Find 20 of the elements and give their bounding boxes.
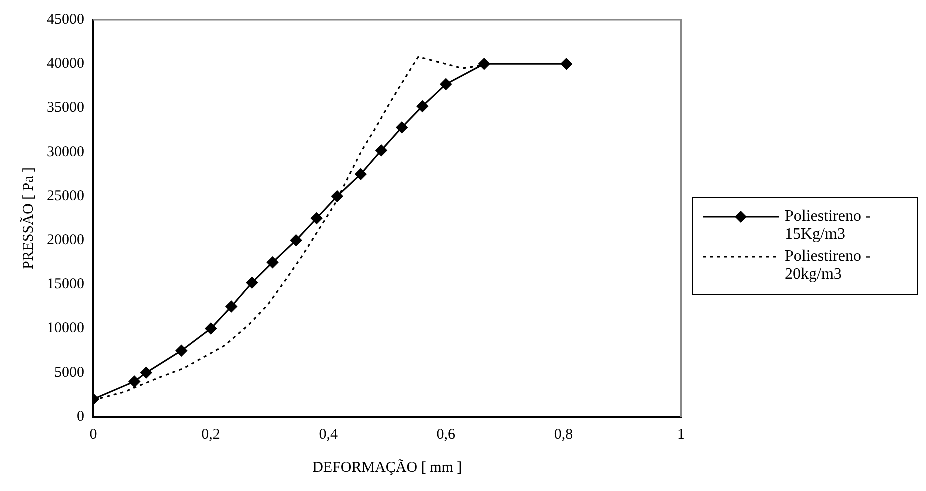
x-tick-label: 1 [678,426,685,443]
x-tick-label: 0,2 [202,426,220,443]
y-tick-label: 30000 [47,144,84,160]
x-axis-title: DEFORMAÇÃO [ mm ] [312,458,462,476]
x-tick-label: 0 [90,426,98,443]
y-tick-label: 10000 [47,320,84,337]
y-tick-label: 25000 [47,188,84,204]
y-tick-label: 35000 [47,100,84,116]
y-tick-label: 45000 [47,12,84,28]
y-tick-label: 20000 [47,232,84,248]
x-tick-label: 0,8 [554,426,574,443]
x-tick-label: 0,6 [436,426,456,443]
legend-label: Poliestireno - 15Kg/m3 [785,208,872,244]
legend-label: Poliestireno - 20kg/m3 [785,248,872,284]
x-tick-label: 0,4 [319,426,338,443]
y-tick-label: 40000 [47,56,84,72]
y-tick-label: 15000 [47,276,84,293]
y-axis-title: PRESSÃO [ Pa ] [20,167,37,270]
y-tick-label: 5000 [54,364,84,381]
y-tick-label: 0 [77,408,84,425]
